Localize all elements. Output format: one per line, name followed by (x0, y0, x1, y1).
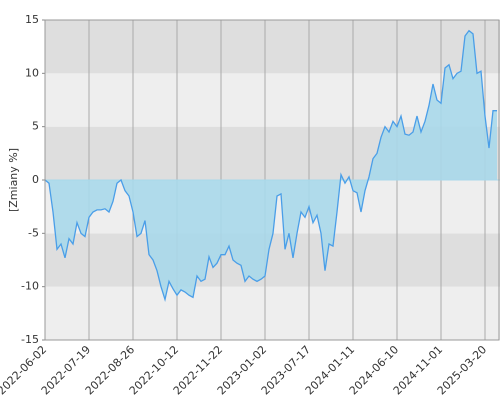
y-tick-label: -5 (28, 226, 39, 239)
y-tick-label: 10 (25, 66, 39, 79)
line (44, 29, 497, 302)
y-tick-label: -15 (21, 333, 39, 346)
y-tick-label: 15 (25, 13, 39, 26)
y-tick-label: -10 (21, 280, 39, 293)
band (45, 73, 500, 127)
area (45, 30, 497, 300)
y-axis-title: [Zmiany %] (7, 148, 20, 212)
band (45, 20, 500, 74)
y-tick-label: 0 (32, 173, 39, 186)
band (45, 286, 500, 340)
y-tick-label: 5 (32, 120, 39, 133)
plot-frame (44, 19, 500, 341)
band (45, 233, 500, 287)
